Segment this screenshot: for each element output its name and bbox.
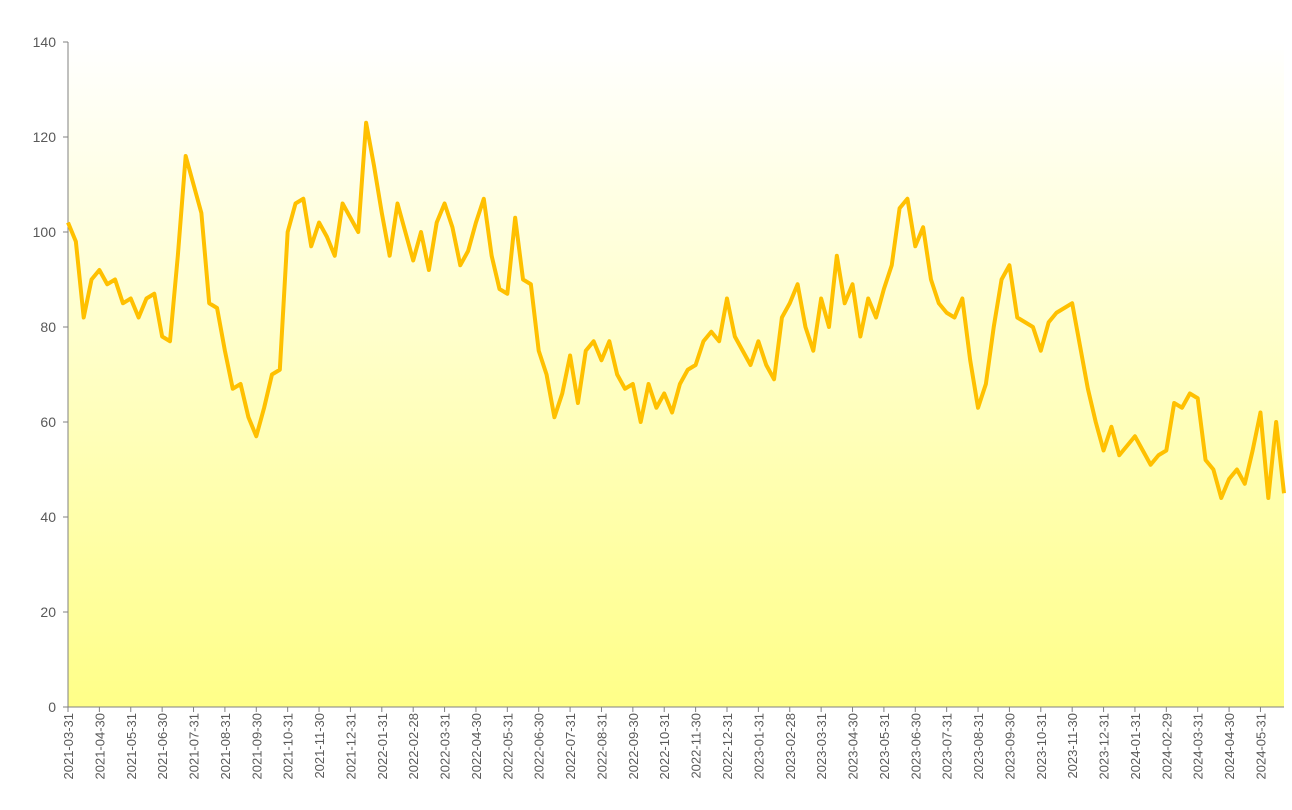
- x-tick-label: 2022-12-31: [720, 713, 735, 780]
- x-tick-label: 2022-02-28: [406, 713, 421, 780]
- x-tick-label: 2023-09-30: [1002, 713, 1017, 780]
- plot-area: [68, 42, 1284, 707]
- x-tick-label: 2021-05-31: [124, 713, 139, 780]
- x-tick-label: 2023-12-31: [1097, 713, 1112, 780]
- x-tick-label: 2021-03-31: [61, 713, 76, 780]
- x-tick-label: 2022-01-31: [375, 713, 390, 780]
- x-tick-label: 2021-11-30: [312, 713, 327, 779]
- x-tick-label: 2023-05-31: [877, 713, 892, 780]
- x-tick-label: 2024-03-31: [1191, 713, 1206, 780]
- x-tick-label: 2022-05-31: [500, 713, 515, 780]
- x-tick-label: 2022-10-31: [657, 713, 672, 780]
- x-tick-label: 2023-07-31: [940, 713, 955, 780]
- y-tick-label: 140: [33, 34, 57, 50]
- x-tick-label: 2023-01-31: [751, 713, 766, 780]
- x-tick-label: 2022-03-31: [438, 713, 453, 780]
- y-tick-label: 80: [40, 319, 56, 335]
- x-tick-label: 2023-04-30: [846, 713, 861, 780]
- x-tick-label: 2023-10-31: [1034, 713, 1049, 780]
- x-tick-label: 2021-09-30: [249, 713, 264, 780]
- x-tick-label: 2021-06-30: [155, 713, 170, 780]
- x-tick-label: 2021-08-31: [218, 713, 233, 780]
- x-tick-label: 2021-10-31: [281, 713, 296, 780]
- y-tick-label: 120: [33, 129, 57, 145]
- x-tick-label: 2024-02-29: [1159, 713, 1174, 780]
- line-series: [66, 120, 1286, 500]
- x-tick-label: 2024-05-31: [1253, 713, 1268, 780]
- x-tick-label: 2021-07-31: [187, 713, 202, 780]
- x-tick-label: 2023-06-30: [908, 713, 923, 780]
- x-tick-label: 2022-09-30: [626, 713, 641, 780]
- x-tick-label: 2022-04-30: [469, 713, 484, 780]
- x-tick-label: 2021-04-30: [92, 713, 107, 780]
- y-tick-label: 0: [48, 699, 56, 715]
- x-tick-label: 2022-06-30: [532, 713, 547, 780]
- x-tick-label: 2022-11-30: [689, 713, 704, 779]
- x-tick-label: 2023-03-31: [814, 713, 829, 780]
- x-tick-label: 2023-08-31: [971, 713, 986, 780]
- y-tick-label: 100: [33, 224, 57, 240]
- y-tick-label: 40: [40, 509, 56, 525]
- x-tick-label: 2023-02-28: [783, 713, 798, 780]
- x-tick-label: 2022-07-31: [563, 713, 578, 780]
- x-tick-label: 2023-11-30: [1065, 713, 1080, 779]
- y-tick-label: 60: [40, 414, 56, 430]
- y-tick-label: 20: [40, 604, 56, 620]
- x-tick-label: 2024-04-30: [1222, 713, 1237, 780]
- x-tick-label: 2021-12-31: [343, 713, 358, 780]
- x-tick-label: 2022-08-31: [594, 713, 609, 780]
- x-tick-label: 2024-01-31: [1128, 713, 1143, 780]
